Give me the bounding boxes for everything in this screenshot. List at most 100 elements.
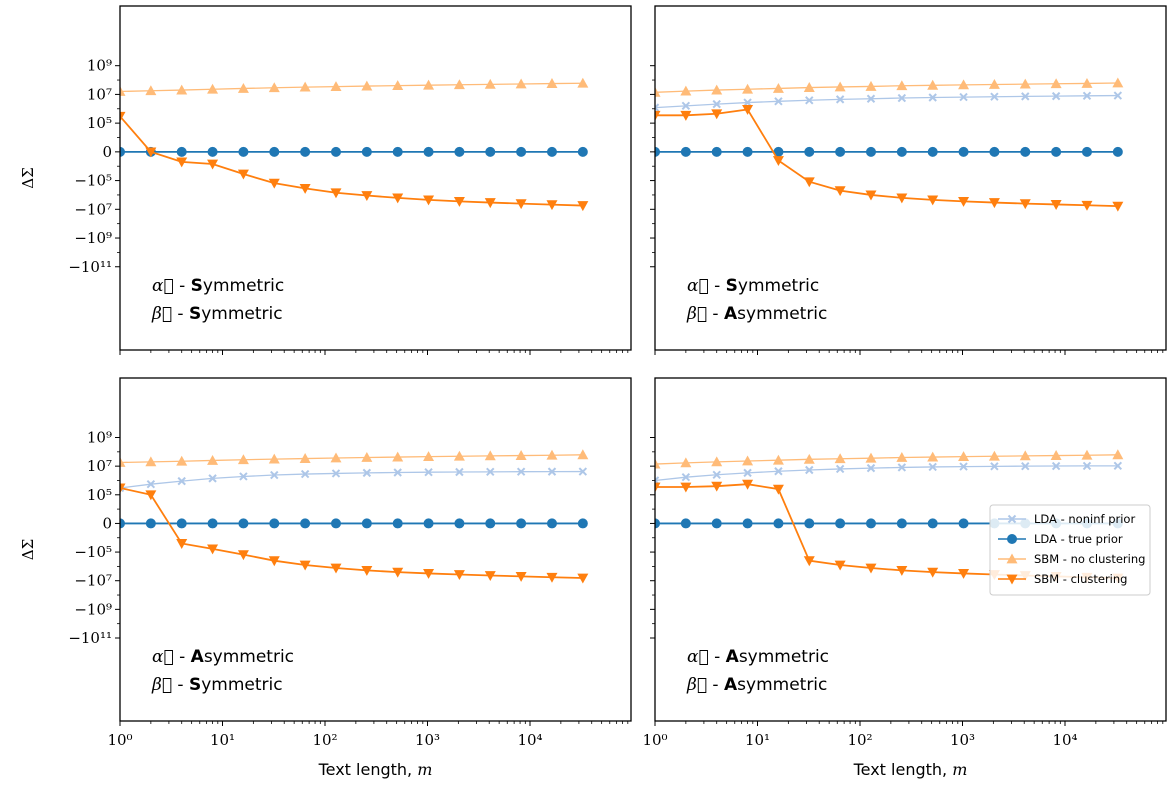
y-tick-label: −10⁹: [74, 229, 112, 247]
data-point: [1051, 461, 1061, 471]
data-point: [805, 465, 814, 475]
data-point: [1019, 450, 1031, 461]
data-point: [866, 463, 876, 473]
data-point: [577, 518, 588, 529]
data-point: [927, 79, 939, 90]
data-point: [120, 518, 125, 529]
data-point: [145, 490, 157, 501]
y-tick-label: 0: [102, 514, 112, 532]
data-point: [485, 146, 496, 157]
data-point: [774, 467, 783, 476]
series-line: [655, 82, 1118, 93]
data-point: [655, 482, 661, 493]
data-point: [145, 147, 157, 158]
data-point: [392, 567, 404, 578]
data-point: [865, 518, 876, 529]
data-point: [577, 146, 588, 157]
data-point: [454, 146, 465, 157]
y-tick-label: 10⁵: [87, 486, 112, 504]
data-point: [742, 105, 754, 115]
y-axis-label: ΔΣ: [19, 167, 37, 188]
data-point: [927, 567, 939, 578]
y-tick-label: 10⁹: [87, 429, 112, 447]
data-point: [773, 146, 784, 157]
data-point: [145, 456, 157, 467]
data-point: [330, 452, 342, 463]
data-point: [927, 518, 938, 529]
data-point: [268, 178, 280, 189]
data-point: [207, 83, 219, 94]
data-point: [423, 195, 435, 206]
y-tick-label: 10⁹: [87, 57, 112, 75]
data-point: [1112, 77, 1124, 88]
data-point: [958, 196, 970, 207]
legend-label: SBM - clustering: [1034, 572, 1127, 586]
data-point: [546, 518, 557, 529]
data-point: [865, 146, 876, 157]
data-point: [928, 462, 937, 472]
y-tick-label: −10¹¹: [68, 629, 112, 647]
y-tick-label: 0: [102, 143, 112, 161]
data-point: [804, 146, 815, 157]
legend: LDA - noninf prior LDA - true prior SBM - …: [989, 504, 1151, 596]
series-line: [120, 454, 583, 464]
legend-label: SBM - no clustering: [1034, 552, 1145, 566]
data-point: [1113, 91, 1123, 100]
data-point: [176, 146, 187, 157]
data-point: [300, 146, 311, 157]
data-point: [453, 570, 465, 581]
data-point: [207, 146, 218, 157]
data-point: [865, 190, 877, 201]
data-point: [423, 518, 434, 529]
data-point: [546, 449, 558, 460]
data-point: [176, 539, 188, 549]
data-point: [300, 518, 311, 529]
data-point: [239, 472, 248, 481]
data-point: [711, 109, 723, 120]
data-point: [453, 450, 465, 461]
data-point: [958, 79, 970, 90]
data-point: [711, 146, 722, 157]
data-point: [803, 177, 815, 188]
data-point: [958, 518, 969, 529]
data-point: [330, 81, 342, 91]
data-point: [655, 146, 660, 157]
data-point: [145, 518, 156, 529]
x-tick-label: 10²: [847, 731, 872, 749]
x-tick-label: 10¹: [210, 731, 235, 749]
data-point: [681, 472, 691, 482]
panel-annotation: β⃗ - Symmetric: [151, 675, 283, 695]
legend-marker: [1006, 574, 1018, 585]
data-point: [680, 146, 691, 157]
data-point: [362, 468, 372, 478]
legend-marker: [1007, 534, 1017, 544]
panel-annotation: α⃗ - Asymmetric: [152, 647, 294, 667]
data-point: [927, 451, 939, 462]
series-line: [655, 108, 1118, 208]
data-point: [516, 467, 526, 476]
panel-top-right: [655, 77, 1124, 212]
data-point: [361, 518, 372, 529]
data-point: [516, 518, 527, 529]
data-point: [546, 572, 558, 583]
data-point: [655, 110, 661, 121]
data-point: [772, 82, 784, 93]
plot-frame: [654, 377, 1167, 722]
data-point: [958, 146, 969, 157]
data-point: [835, 146, 846, 157]
data-point: [928, 93, 937, 102]
data-point: [393, 468, 402, 477]
data-point: [120, 111, 126, 122]
data-point: [330, 146, 341, 157]
data-point: [330, 188, 342, 199]
panel-annotation: α⃗ - Symmetric: [687, 276, 819, 296]
data-point: [392, 451, 404, 462]
data-point: [742, 146, 753, 157]
legend-marker: [1006, 553, 1018, 564]
data-point: [866, 94, 876, 103]
series-line: [120, 487, 583, 579]
data-point: [1019, 199, 1031, 210]
y-axis-label: ΔΣ: [19, 539, 37, 560]
x-tick-label: 10⁴: [517, 731, 542, 749]
data-point: [990, 92, 999, 101]
